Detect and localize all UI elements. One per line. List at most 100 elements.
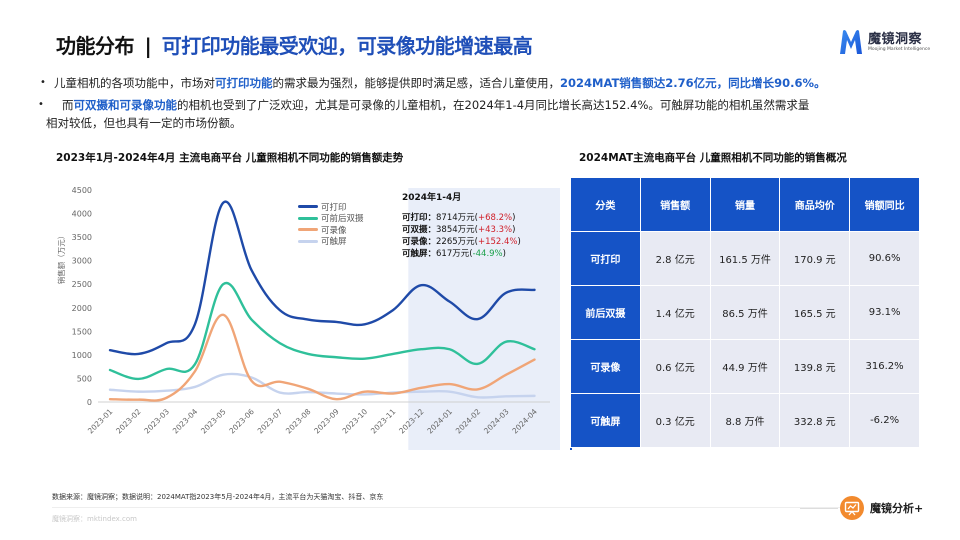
- cell-sales: 2.8 亿元: [639, 231, 711, 286]
- column-header: 分类: [570, 177, 641, 232]
- cell-yoy: -6.2%: [849, 393, 920, 448]
- bullet-highlight: 可双摄和可录像功能: [73, 98, 178, 112]
- cell-avg-price: 332.8 元: [779, 393, 851, 448]
- y-tick-label: 2500: [72, 280, 92, 289]
- annotation-change: +68.2%: [477, 213, 513, 223]
- sales-summary-table: 分类 销售额 销量 商品均价 销额同比 可打印 2.8 亿元 161.5 万件 …: [570, 177, 920, 448]
- title-separator: |: [144, 34, 152, 58]
- x-tick-label: 2023-07: [256, 407, 285, 436]
- bullet-text: 儿童相机的各项功能中，市场对: [54, 76, 215, 90]
- bullet-highlight: 可打印功能: [215, 76, 273, 90]
- annotation-change: +152.4%: [477, 237, 518, 247]
- legend-item[interactable]: 可触屏: [298, 236, 364, 248]
- presentation-chart-icon: [840, 496, 864, 520]
- y-tick-label: 4000: [72, 210, 92, 219]
- y-tick-label: 1000: [72, 351, 92, 360]
- x-tick-label: 2023-02: [114, 407, 143, 436]
- row-category: 可打印: [570, 231, 641, 286]
- bullet-item-1: • 儿童相机的各项功能中，市场对可打印功能的需求最为强烈，能够提供即时满足感，适…: [40, 74, 826, 92]
- annotation-label: 可打印：: [402, 213, 437, 223]
- y-tick-label: 3000: [72, 257, 92, 266]
- footer-divider: [52, 507, 842, 508]
- moojing-analysis-badge[interactable]: 魔镜分析+: [840, 496, 923, 520]
- logo-english-name: Moojing Market Intelligence: [868, 46, 931, 52]
- x-tick-label: 2023-03: [142, 407, 171, 436]
- cell-yoy: 316.2%: [849, 339, 920, 394]
- cell-avg-price: 165.5 元: [779, 285, 851, 340]
- cell-volume: 161.5 万件: [709, 231, 781, 286]
- period-annotation: 2024年1-4月 可打印：8714万元(+68.2%) 可双摄：3854万元(+…: [402, 192, 521, 260]
- column-header: 销额同比: [849, 177, 920, 232]
- legend-label: 可录像: [321, 225, 347, 236]
- page-title: 功能分布 | 可打印功能最受欢迎，可录像功能增速最高: [56, 30, 533, 59]
- x-tick-label: 2023-04: [171, 407, 200, 436]
- legend-label: 可打印: [321, 202, 347, 213]
- x-tick-label: 2023-01: [86, 407, 115, 436]
- cell-avg-price: 170.9 元: [779, 231, 851, 286]
- x-tick-label: 2023-10: [341, 407, 370, 436]
- data-source-note: 数据来源：魔镜洞察；数据说明：2024MAT指2023年5月-2024年4月，主…: [52, 493, 384, 501]
- annotation-row: 可录像：2265万元(+152.4%): [402, 237, 521, 247]
- brand-logo: 魔镜洞察 Moojing Market Intelligence: [838, 28, 930, 56]
- legend-item[interactable]: 可打印: [298, 201, 364, 213]
- highlight-region: [408, 188, 560, 450]
- annotation-change: -44.9%: [472, 249, 503, 259]
- legend-swatch-icon: [298, 216, 318, 220]
- legend-item[interactable]: 可前后双摄: [298, 213, 364, 225]
- series-line: [108, 281, 536, 381]
- series-line: [108, 200, 536, 356]
- x-tick-label: 2023-11: [369, 407, 398, 436]
- cell-sales: 1.4 亿元: [639, 285, 711, 340]
- x-tick-label: 2023-09: [312, 407, 341, 436]
- annotation-label: 可录像：: [402, 237, 437, 247]
- annotation-row: 可触屏：617万元(-44.9%): [402, 249, 506, 259]
- table-row: 可触屏 0.3 亿元 8.8 万件 332.8 元 -6.2%: [570, 393, 920, 448]
- badge-label: 魔镜分析+: [870, 502, 924, 515]
- bullet-text: 的相机也受到了广泛欢迎，尤其是可录像的儿童相机，在2024年1-4月同比增长高达…: [177, 98, 810, 112]
- row-category: 可录像: [570, 339, 641, 394]
- annotation-value: 2265万元(: [436, 237, 478, 247]
- cell-volume: 8.8 万件: [709, 393, 781, 448]
- moojing-m-logo-icon: [840, 30, 862, 54]
- table-header-row: 分类 销售额 销量 商品均价 销额同比: [570, 177, 920, 232]
- y-tick-label: 500: [77, 374, 92, 383]
- column-header: 销量: [709, 177, 781, 232]
- legend-item[interactable]: 可录像: [298, 224, 364, 236]
- legend-swatch-icon: [298, 239, 318, 243]
- series-line: [108, 313, 536, 402]
- cell-volume: 86.5 万件: [709, 285, 781, 340]
- annotation-change: +43.3%: [477, 225, 513, 235]
- cell-avg-price: 139.8 元: [779, 339, 851, 394]
- annotation-row: 可打印：8714万元(+68.2%): [402, 213, 516, 223]
- row-category: 可触屏: [570, 393, 641, 448]
- bullet-highlight: 2024MAT销售额达2.76亿元，同比增长90.6%。: [560, 76, 826, 90]
- bullet-dot: •: [40, 77, 46, 88]
- badge-divider: [800, 508, 838, 509]
- y-tick-label: 2000: [72, 304, 92, 313]
- cell-sales: 0.6 亿元: [639, 339, 711, 394]
- x-tick-label: 2023-06: [227, 407, 256, 436]
- column-header: 商品均价: [779, 177, 851, 232]
- table-title: 2024MAT主流电商平台 儿童照相机不同功能的销售概况: [579, 152, 847, 164]
- table-row: 可录像 0.6 亿元 44.9 万件 139.8 元 316.2%: [570, 339, 920, 394]
- y-tick-label: 3500: [72, 233, 92, 242]
- legend-label: 可前后双摄: [321, 214, 364, 225]
- legend-swatch-icon: [298, 228, 318, 232]
- sales-trend-chart: 0 500 1000 1500 2000 2500 3000 3500 4000 4500 销售额（…: [40, 180, 560, 450]
- line-chart-canvas: 0 500 1000 1500 2000 2500 3000 3500 4000 4500 销售额（…: [56, 186, 560, 450]
- annotation-label: 可双摄：: [402, 225, 437, 235]
- bullet-dot: •: [38, 99, 44, 110]
- cell-yoy: 90.6%: [849, 231, 920, 286]
- bullet-text: 的需求最为强烈，能够提供即时满足感，适合儿童使用，: [272, 76, 561, 90]
- bullet-text: 而: [62, 98, 74, 112]
- bullet-item-2-continuation: 相对较低，但也具有一定的市场份额。: [46, 116, 242, 130]
- legend-swatch-icon: [298, 205, 318, 209]
- legend-label: 可触屏: [321, 237, 347, 248]
- annotation-title: 2024年1-4月: [402, 193, 462, 203]
- y-tick-label: 0: [87, 398, 92, 407]
- logo-chinese-name: 魔镜洞察: [868, 31, 923, 47]
- cell-yoy: 93.1%: [849, 285, 920, 340]
- x-tick-label: 2023-05: [199, 407, 228, 436]
- y-tick-label: 4500: [72, 186, 92, 195]
- y-axis-label: 销售额（万元）: [56, 232, 66, 285]
